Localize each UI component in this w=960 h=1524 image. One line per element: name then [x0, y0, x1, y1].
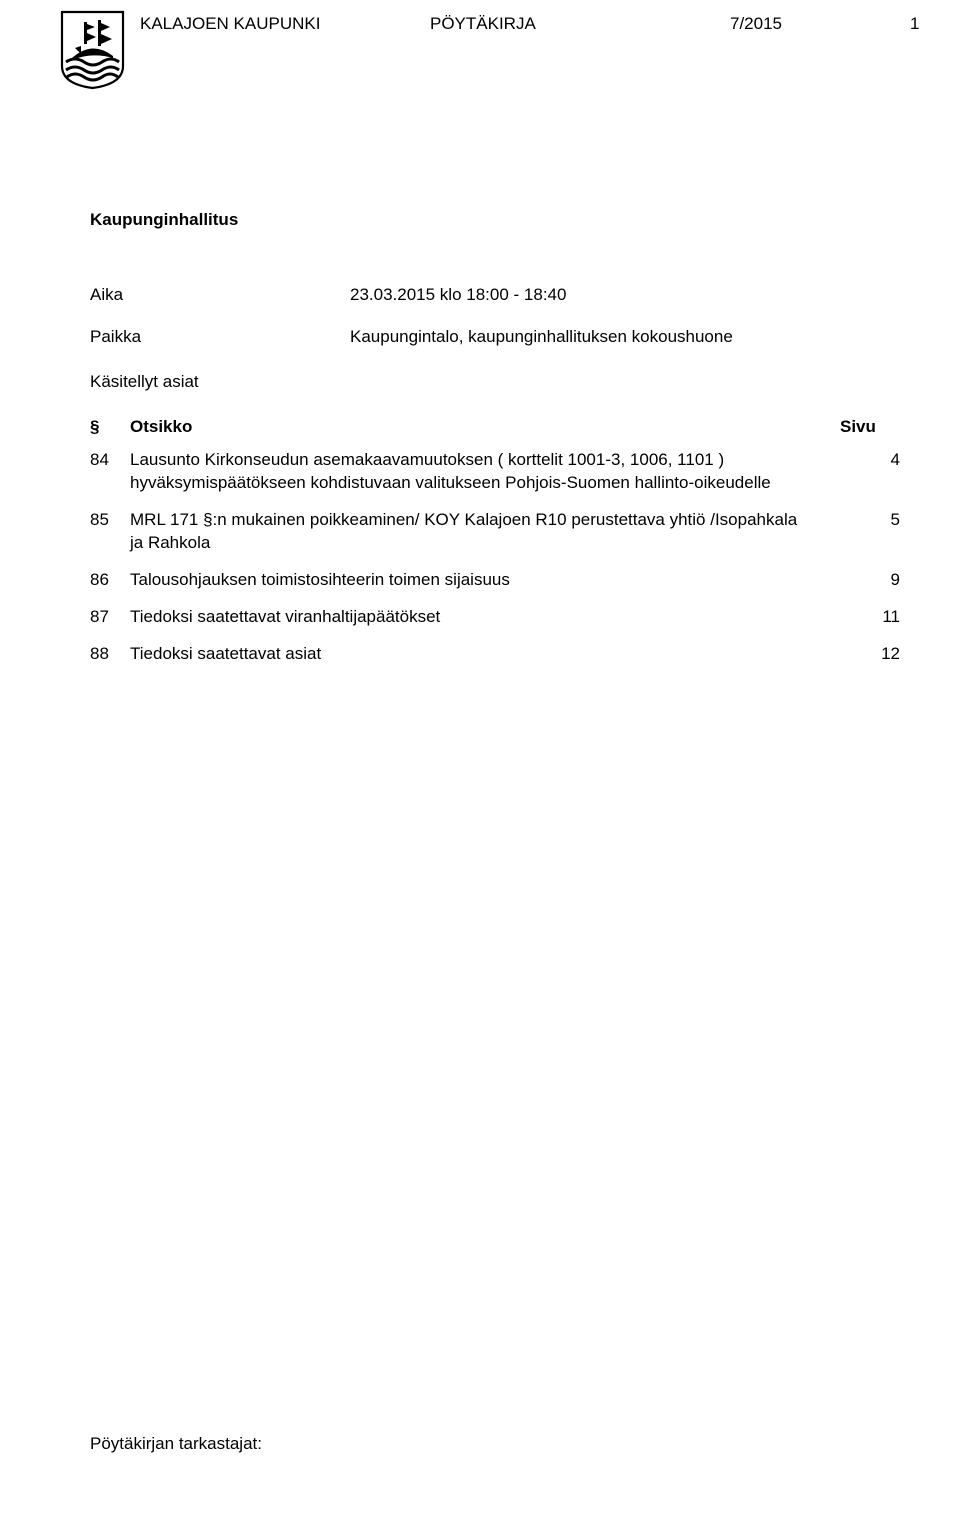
header-organization: KALAJOEN KAUPUNKI	[140, 14, 430, 34]
footer: Pöytäkirjan tarkastajat:	[90, 1434, 262, 1454]
aika-value: 23.03.2015 klo 18:00 - 18:40	[350, 285, 566, 305]
toc-row-section: 86	[90, 569, 130, 592]
toc-row-page: 12	[840, 643, 900, 666]
header-text: KALAJOEN KAUPUNKI PÖYTÄKIRJA 7/2015 1	[140, 14, 919, 34]
toc-header-title: Otsikko	[130, 417, 840, 437]
toc: § Otsikko Sivu 84 Lausunto Kirkonseudun …	[90, 417, 900, 666]
toc-row-page: 9	[840, 569, 900, 592]
toc-row-page: 5	[840, 509, 900, 532]
toc-row-section: 87	[90, 606, 130, 629]
toc-row-section: 84	[90, 449, 130, 472]
toc-row: 87 Tiedoksi saatettavat viranhaltijapäät…	[90, 606, 900, 629]
toc-row-title: MRL 171 §:n mukainen poikkeaminen/ KOY K…	[130, 509, 840, 555]
toc-row-section: 88	[90, 643, 130, 666]
header-docnum: 7/2015	[730, 14, 910, 34]
paikka-value: Kaupungintalo, kaupunginhallituksen koko…	[350, 327, 733, 347]
section-title: Kaupunginhallitus	[90, 210, 900, 230]
toc-row: 86 Talousohjauksen toimistosihteerin toi…	[90, 569, 900, 592]
meta-row-aika: Aika 23.03.2015 klo 18:00 - 18:40	[90, 285, 900, 305]
toc-row: 85 MRL 171 §:n mukainen poikkeaminen/ KO…	[90, 509, 900, 555]
toc-row-title: Talousohjauksen toimistosihteerin toimen…	[130, 569, 840, 592]
header-poytakirja: PÖYTÄKIRJA	[430, 14, 730, 34]
meta-row-paikka: Paikka Kaupungintalo, kaupunginhallituks…	[90, 327, 900, 347]
header: KALAJOEN KAUPUNKI PÖYTÄKIRJA 7/2015 1	[60, 10, 900, 100]
toc-row: 84 Lausunto Kirkonseudun asemakaavamuuto…	[90, 449, 900, 495]
kasitellyt-asiat: Käsitellyt asiat	[90, 372, 900, 392]
page: KALAJOEN KAUPUNKI PÖYTÄKIRJA 7/2015 1 Ka…	[0, 0, 960, 740]
header-page-number: 1	[910, 14, 919, 34]
paikka-label: Paikka	[90, 327, 350, 347]
toc-row-page: 11	[840, 606, 900, 629]
toc-header-section: §	[90, 417, 130, 437]
toc-row-section: 85	[90, 509, 130, 532]
toc-header: § Otsikko Sivu	[90, 417, 900, 437]
meta-block: Aika 23.03.2015 klo 18:00 - 18:40 Paikka…	[90, 285, 900, 392]
toc-row-page: 4	[840, 449, 900, 472]
toc-header-page: Sivu	[840, 417, 900, 437]
toc-row-title: Tiedoksi saatettavat viranhaltijapäätöks…	[130, 606, 840, 629]
toc-row-title: Tiedoksi saatettavat asiat	[130, 643, 840, 666]
crest-logo	[60, 10, 125, 90]
aika-label: Aika	[90, 285, 350, 305]
toc-row: 88 Tiedoksi saatettavat asiat 12	[90, 643, 900, 666]
toc-row-title: Lausunto Kirkonseudun asemakaavamuutokse…	[130, 449, 840, 495]
